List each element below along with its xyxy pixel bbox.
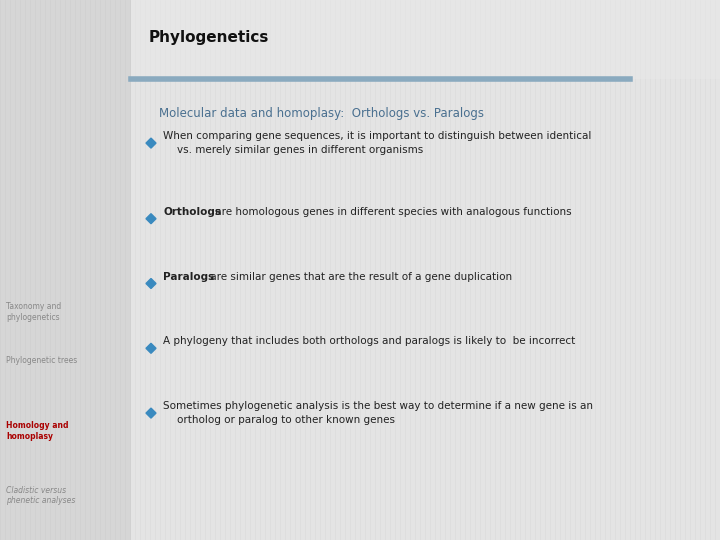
Text: Orthologs: Orthologs (163, 207, 221, 217)
Text: Cladistic versus
phenetic analyses: Cladistic versus phenetic analyses (6, 486, 76, 505)
Bar (131, 79, 720, 540)
Text: When comparing gene sequences, it is important to distinguish between identical: When comparing gene sequences, it is imp… (163, 131, 591, 141)
Text: Homology and
homoplasy: Homology and homoplasy (6, 421, 68, 441)
Polygon shape (146, 279, 156, 288)
Text: Phylogenetic trees: Phylogenetic trees (6, 356, 77, 366)
Text: Molecular data and homoplasy:  Orthologs vs. Paralogs: Molecular data and homoplasy: Orthologs … (159, 107, 484, 120)
Bar (0, 0, 131, 540)
Text: A phylogeny that includes both orthologs and paralogs is likely to  be incorrect: A phylogeny that includes both orthologs… (163, 336, 575, 346)
Polygon shape (146, 408, 156, 418)
Bar (131, 0, 720, 79)
Text: ortholog or paralog to other known genes: ortholog or paralog to other known genes (177, 415, 395, 425)
Polygon shape (146, 343, 156, 353)
Text: Phylogenetics: Phylogenetics (149, 30, 269, 45)
Text: vs. merely similar genes in different organisms: vs. merely similar genes in different or… (177, 145, 423, 155)
Text: Taxonomy and
phylogenetics: Taxonomy and phylogenetics (6, 302, 61, 322)
Text: are homologous genes in different species with analogous functions: are homologous genes in different specie… (212, 207, 572, 217)
Polygon shape (146, 214, 156, 224)
Text: Paralogs: Paralogs (163, 272, 215, 281)
Polygon shape (146, 138, 156, 148)
Text: are similar genes that are the result of a gene duplication: are similar genes that are the result of… (207, 272, 512, 281)
Text: Sometimes phylogenetic analysis is the best way to determine if a new gene is an: Sometimes phylogenetic analysis is the b… (163, 401, 593, 411)
